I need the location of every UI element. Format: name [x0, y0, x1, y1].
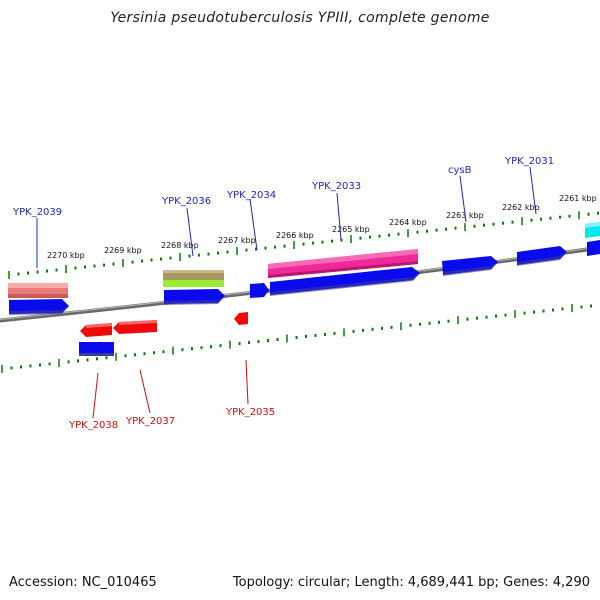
gene-arrow-shadow — [517, 252, 567, 266]
gene-arrow-forward[interactable] — [250, 283, 269, 298]
gene-arrow-shadow — [270, 273, 420, 296]
gene-feature-cyan-shade — [585, 222, 600, 228]
gene-arrow-forward[interactable] — [442, 256, 498, 275]
label-leader — [92, 372, 99, 419]
gene-feature-magenta-shadow — [268, 261, 418, 278]
inner-tick-track — [1, 303, 592, 373]
gene-arrow-forward[interactable] — [587, 240, 600, 256]
label-leader — [459, 175, 467, 223]
reverse-gene-labels: YPK_2038 YPK_2037 YPK_2035 — [68, 359, 275, 431]
gene-feature-lime[interactable] — [163, 280, 224, 287]
gene-label[interactable]: YPK_2038 — [68, 420, 118, 431]
kbp-label: 2265 kbp — [332, 225, 370, 234]
gene-label[interactable]: YPK_2036 — [161, 196, 211, 207]
topology-text: Topology: circular; Length: 4,689,441 bp… — [232, 575, 590, 590]
gene-label[interactable]: YPK_2037 — [125, 416, 175, 427]
label-leader — [336, 192, 342, 241]
gene-label[interactable]: cysB — [448, 165, 472, 176]
gene-arrow-shadow — [164, 296, 225, 305]
gene-arrow-reverse-shade — [119, 320, 157, 325]
gene-feature-salmon-shadow — [8, 294, 68, 298]
label-leader — [529, 166, 537, 215]
gene-feature-salmon-shade — [8, 283, 68, 288]
kbp-label: 2269 kbp — [104, 246, 142, 255]
label-leader — [186, 207, 194, 257]
gene-feature-blue[interactable] — [79, 342, 114, 356]
label-leader — [249, 198, 258, 251]
kbp-label: 2261 kbp — [559, 194, 597, 203]
gene-label[interactable]: YPK_2034 — [226, 190, 276, 201]
kbp-label: 2266 kbp — [276, 231, 314, 240]
kbp-label: 2262 kbp — [502, 203, 540, 212]
gene-feature-olive[interactable] — [163, 270, 224, 280]
kbp-label: 2268 kbp — [161, 241, 199, 250]
gene-arrow-forward[interactable] — [517, 246, 567, 265]
forward-genes — [8, 222, 600, 315]
accession-text: Accession: NC_010465 — [9, 575, 157, 590]
gene-label[interactable]: YPK_2031 — [504, 156, 554, 167]
kbp-label: 2264 kbp — [389, 218, 427, 227]
label-leader — [245, 359, 249, 405]
kbp-label: 2267 kbp — [218, 236, 256, 245]
genome-title: Yersinia pseudotuberculosis YPIII, compl… — [110, 10, 490, 26]
label-leader — [139, 369, 151, 414]
gene-arrow-forward[interactable] — [270, 267, 420, 295]
gene-label[interactable]: YPK_2035 — [225, 407, 275, 418]
gene-arrow-reverse-shade — [86, 323, 112, 328]
gene-feature-magenta-highlight — [268, 249, 418, 269]
outer-tick-track — [8, 211, 599, 279]
kbp-label: 2270 kbp — [47, 251, 85, 260]
gene-arrow-shadow — [443, 262, 498, 276]
gene-arrow-reverse[interactable] — [234, 312, 248, 325]
gene-arrow-shadow — [9, 306, 69, 315]
reverse-genes — [79, 312, 248, 356]
gene-feature-blue-shadow — [79, 353, 114, 356]
kbp-labels: 2270 kbp 2269 kbp 2268 kbp 2267 kbp 2266… — [47, 194, 597, 260]
gene-label[interactable]: YPK_2039 — [12, 207, 62, 218]
gene-feature-olive-shade — [163, 270, 224, 273]
gene-label[interactable]: YPK_2033 — [311, 181, 361, 192]
forward-gene-labels: YPK_2039 YPK_2036 YPK_2034 YPK_2033 cysB… — [12, 156, 554, 268]
